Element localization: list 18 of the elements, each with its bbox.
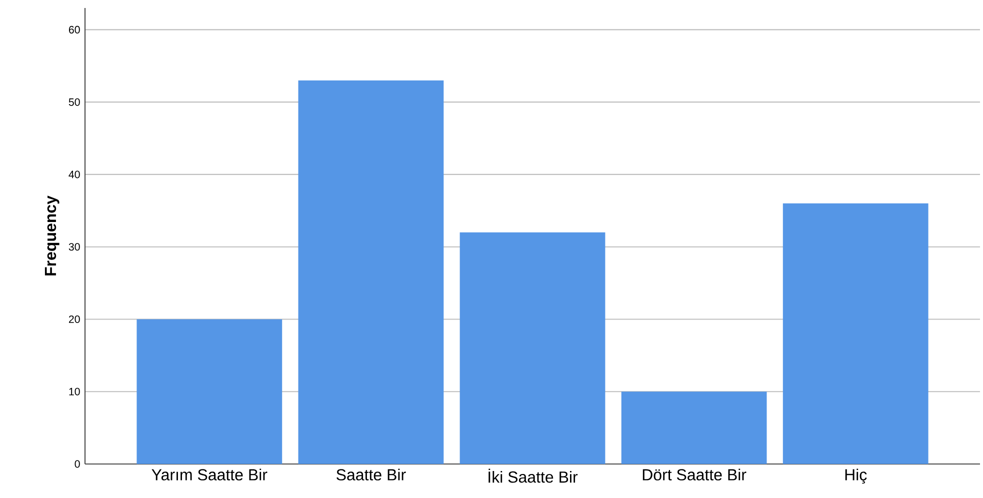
y-axis-title: Frequency (44, 196, 60, 276)
bar (460, 232, 606, 464)
x-tick-label: Hiç (845, 468, 867, 484)
bar (136, 319, 282, 464)
x-tick-label: İki Saatte Bir (488, 468, 578, 483)
bar (298, 80, 444, 464)
bar (782, 203, 928, 464)
y-tick-label: 10 (69, 388, 80, 396)
y-tick-label: 20 (68, 315, 80, 324)
y-tick-label: 30 (68, 243, 80, 251)
x-tick-label: Yarım Saatte Bir (152, 468, 268, 480)
y-tick-label: 40 (68, 170, 80, 178)
bar (621, 392, 767, 464)
y-tick-label: 50 (68, 98, 80, 106)
y-tick-label: 60 (68, 26, 80, 34)
x-tick-label: Dört Saatte Bir (642, 468, 746, 480)
y-tick-label: 0 (74, 460, 80, 468)
x-tick-label: Saatte Bir (336, 468, 406, 480)
